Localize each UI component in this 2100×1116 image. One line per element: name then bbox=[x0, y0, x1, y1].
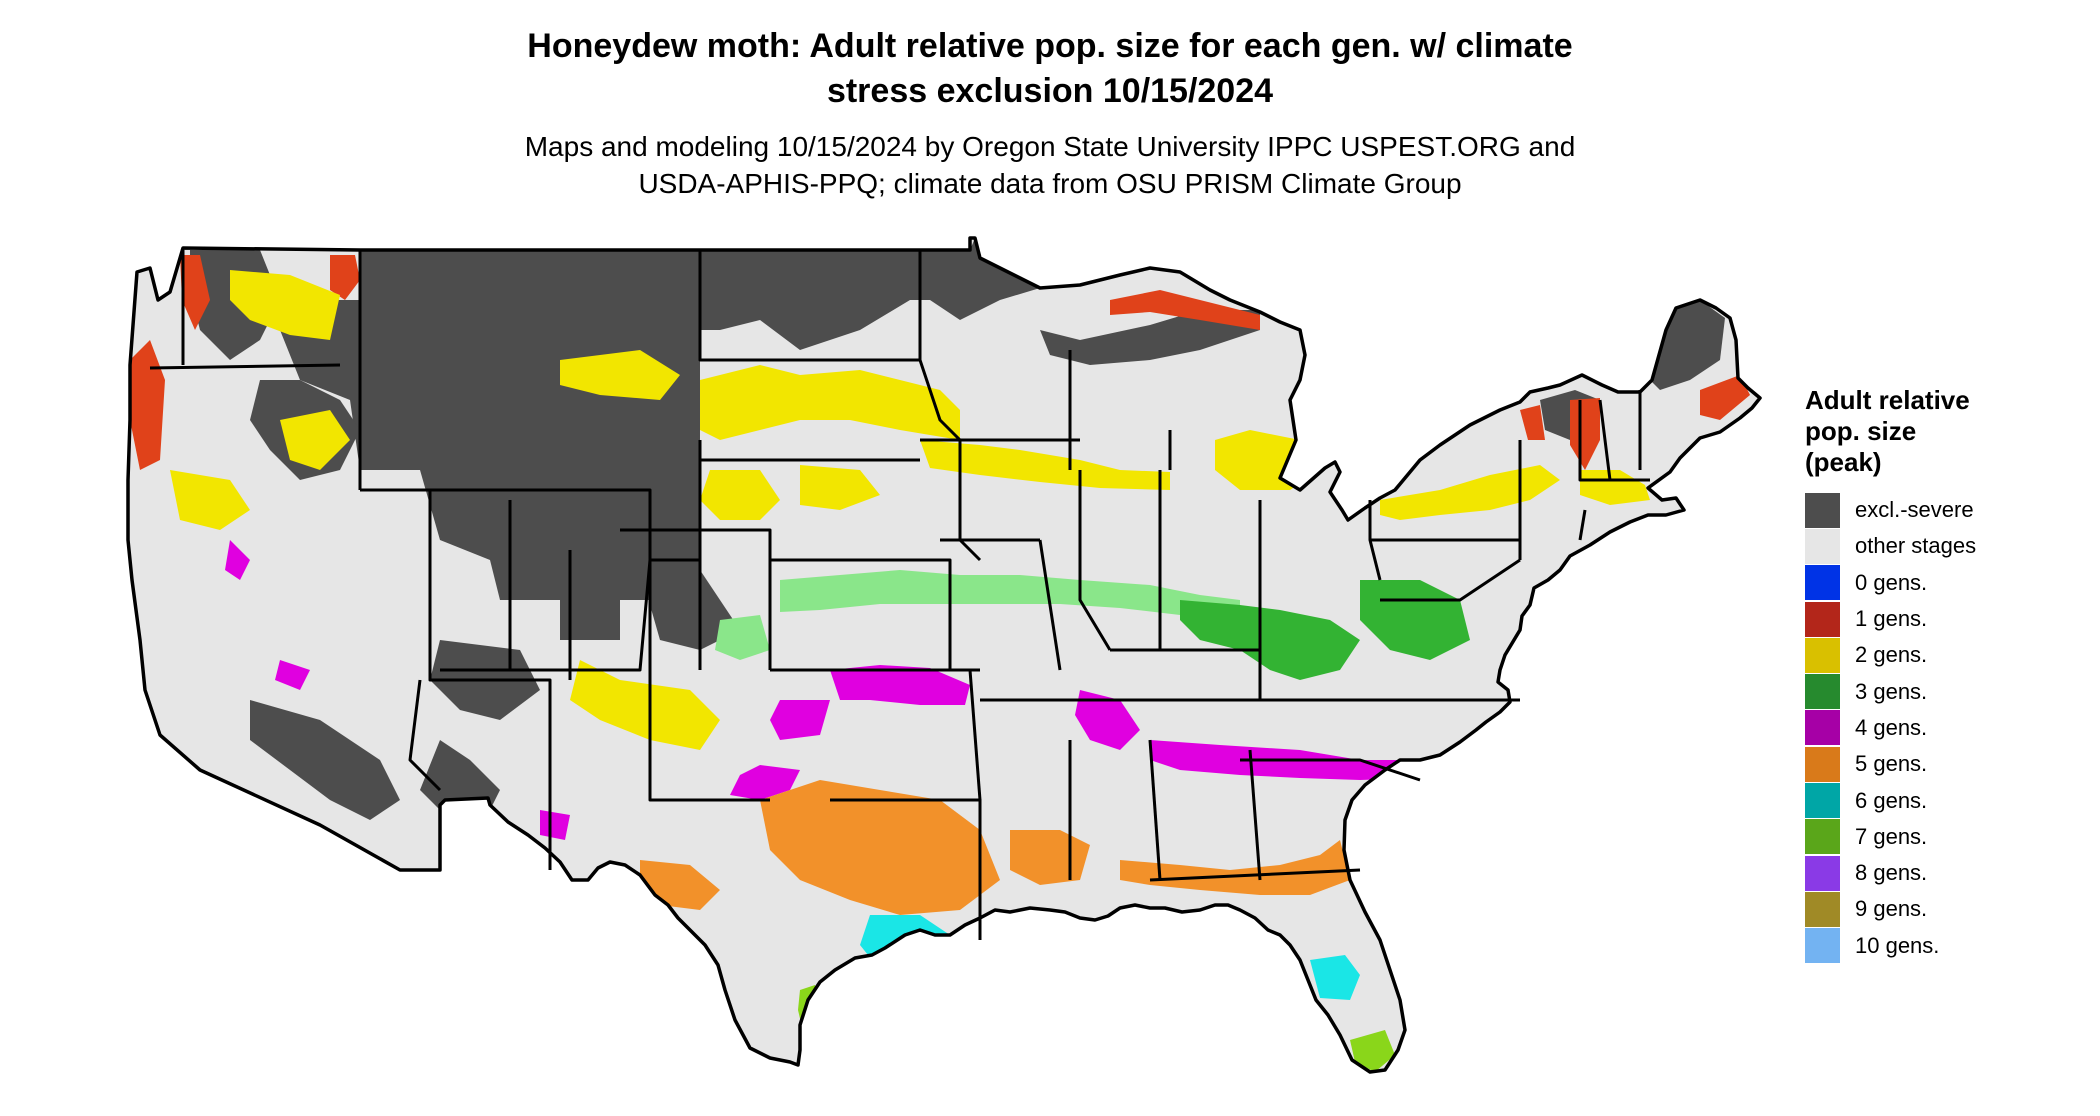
map-subtitle-line-2: USDA-APHIS-PPQ; climate data from OSU PR… bbox=[638, 168, 1462, 199]
legend-label: 6 gens. bbox=[1855, 787, 1928, 813]
legend-swatch bbox=[1805, 528, 1840, 564]
legend-item: other stages bbox=[1805, 528, 2075, 564]
legend-swatch bbox=[1805, 783, 1840, 819]
legend-swatch bbox=[1805, 710, 1840, 746]
legend-title-line-1: Adult relative bbox=[1805, 385, 1970, 415]
map-title: Honeydew moth: Adult relative pop. size … bbox=[0, 24, 2100, 114]
legend-swatch bbox=[1805, 674, 1840, 710]
legend-label: 1 gens. bbox=[1855, 606, 1928, 632]
legend-swatch bbox=[1805, 492, 1840, 528]
legend-label: 8 gens. bbox=[1855, 860, 1928, 886]
legend-label: excl.-severe bbox=[1855, 497, 1974, 523]
legend-label: 2 gens. bbox=[1855, 642, 1928, 668]
legend-title-line-3: (peak) bbox=[1805, 447, 1882, 477]
legend-label: 10 gens. bbox=[1855, 932, 1940, 958]
legend-item: 7 gens. bbox=[1805, 819, 2075, 855]
legend-label: other stages bbox=[1855, 533, 1977, 559]
legend-label: 9 gens. bbox=[1855, 896, 1928, 922]
legend-item: 10 gens. bbox=[1805, 928, 2075, 964]
legend-item: 5 gens. bbox=[1805, 746, 2075, 782]
state-boundaries bbox=[149, 250, 1650, 940]
legend-title: Adult relative pop. size (peak) bbox=[1805, 385, 2075, 478]
map-subtitle: Maps and modeling 10/15/2024 by Oregon S… bbox=[0, 128, 2100, 202]
legend-label: 5 gens. bbox=[1855, 751, 1928, 777]
gen1-zones bbox=[130, 255, 1750, 470]
legend-swatch bbox=[1805, 928, 1840, 964]
legend-label: 0 gens. bbox=[1855, 569, 1928, 595]
legend-item: 2 gens. bbox=[1805, 637, 2075, 673]
legend-item: 4 gens. bbox=[1805, 710, 2075, 746]
legend-item: excl.-severe bbox=[1805, 492, 2075, 528]
legend-swatch bbox=[1805, 746, 1840, 782]
legend-label: 3 gens. bbox=[1855, 678, 1928, 704]
gen5-zones bbox=[640, 780, 1350, 915]
legend-swatch bbox=[1805, 601, 1840, 637]
legend-swatch bbox=[1805, 637, 1840, 673]
map-title-line-2: stress exclusion 10/15/2024 bbox=[826, 72, 1274, 110]
map-title-line-1: Honeydew moth: Adult relative pop. size … bbox=[527, 27, 1573, 65]
map-subtitle-line-1: Maps and modeling 10/15/2024 by Oregon S… bbox=[524, 131, 1576, 162]
legend-swatch bbox=[1805, 565, 1840, 601]
us-map-svg bbox=[126, 236, 1762, 1074]
legend-title-line-2: pop. size bbox=[1805, 416, 1917, 446]
gen2-zones bbox=[170, 270, 1650, 750]
legend-swatch bbox=[1805, 891, 1840, 927]
legend-rows: excl.-severe other stages 0 gens. 1 gens. 2 … bbox=[1805, 492, 2075, 964]
us-map bbox=[120, 225, 1780, 1115]
legend: Adult relative pop. size (peak) excl.-se… bbox=[1805, 385, 2075, 964]
legend-label: 4 gens. bbox=[1855, 714, 1928, 740]
legend-item: 9 gens. bbox=[1805, 891, 2075, 927]
legend-swatch bbox=[1805, 855, 1840, 891]
legend-item: 3 gens. bbox=[1805, 673, 2075, 710]
legend-item: 1 gens. bbox=[1805, 601, 2075, 637]
legend-swatch bbox=[1805, 819, 1840, 855]
gen7-zones bbox=[798, 985, 1395, 1072]
legend-label: 7 gens. bbox=[1855, 823, 1928, 849]
legend-item: 8 gens. bbox=[1805, 855, 2075, 891]
legend-item: 0 gens. bbox=[1805, 565, 2075, 601]
legend-item: 6 gens. bbox=[1805, 782, 2075, 819]
